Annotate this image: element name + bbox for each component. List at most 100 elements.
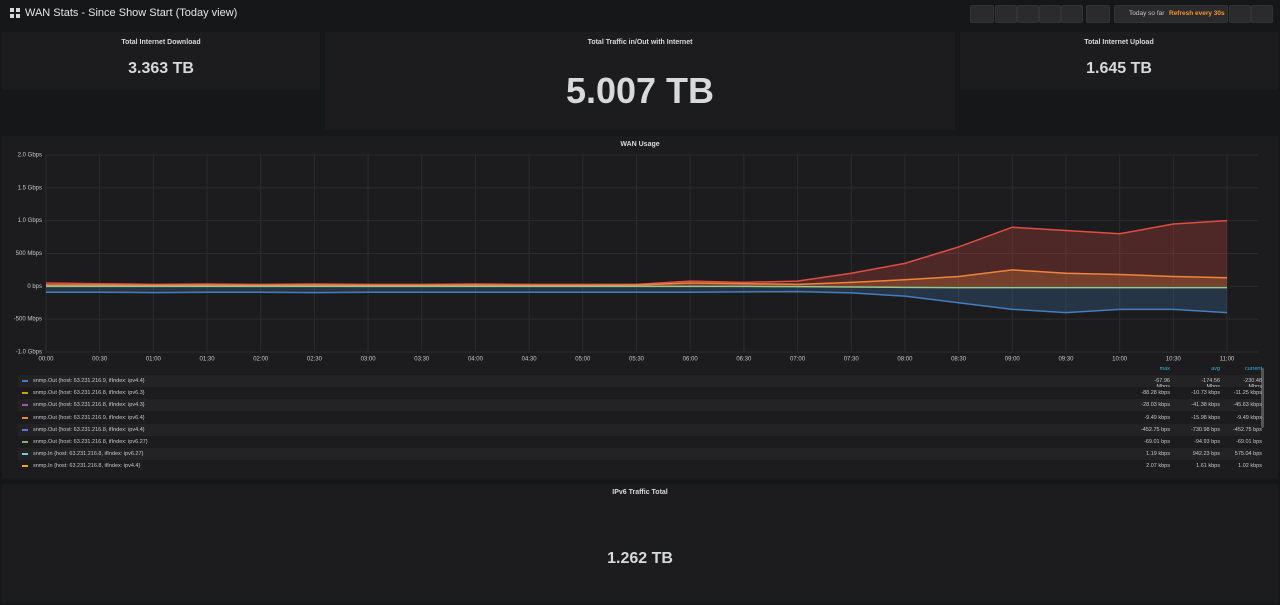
legend-avg: -174.56 Mbps [1201, 378, 1220, 390]
area [46, 220, 1227, 287]
add-panel-button[interactable] [970, 5, 994, 23]
series-name: snmp.Out {host: 63.231.216.9, ifIndex: i… [33, 378, 145, 384]
x-tick-label: 10:30 [1166, 357, 1182, 363]
legend-avg: 942.23 bps [1192, 451, 1220, 458]
legend-swatch [22, 416, 28, 419]
share-button[interactable] [1017, 5, 1039, 23]
legend-max: 1.19 kbps [1146, 451, 1170, 458]
legend-swatch [22, 453, 28, 456]
x-tick-label: 03:30 [414, 357, 430, 363]
scrollbar [1261, 368, 1264, 428]
x-tick-label: 08:00 [897, 357, 913, 363]
legend-swatch [22, 441, 28, 443]
x-tick-label: 01:30 [200, 357, 216, 363]
legend-swatch [22, 380, 28, 382]
legend-swatch [22, 465, 28, 468]
x-tick-label: 06:00 [683, 357, 699, 363]
x-tick-label: 07:00 [790, 357, 806, 363]
legend-swatch [22, 392, 28, 395]
time-picker[interactable]: Today so far Refresh every 30s [1114, 5, 1228, 23]
chart: 2.0 Gbps 1.5 Gbps 1.0 Gbps 500 Mbps 0 bps -50… [14, 153, 1258, 363]
panel-title: Total Internet Upload [1084, 39, 1154, 46]
x-tick-label: 00:00 [38, 357, 54, 363]
legend-current: 1.02 kbps [1238, 463, 1262, 470]
legend-header: avg [1211, 366, 1220, 372]
legend-current: -230.48 Mbps [1243, 378, 1262, 390]
stat-panel: IPv6 Traffic Total 1.262 TB [2, 484, 1278, 603]
legend-row: snmp.In {host: 63.231.216.8, ifIndex: ip… [18, 460, 1262, 473]
x-tick-label: 04:30 [522, 357, 538, 363]
legend-max: -28.03 kbps [1141, 402, 1170, 409]
x-tick-label: 05:30 [629, 357, 645, 363]
stat-panel: Total Traffic in/Out with Internet 5.007… [325, 32, 955, 130]
legend-header: max [1159, 366, 1170, 372]
stat-value: 5.007 TB [565, 70, 715, 111]
legend-avg: -15.98 kbps [1191, 414, 1220, 421]
series-name: snmp.Out {host: 63.231.216.8, ifIndex: i… [33, 439, 148, 445]
legend-max: -88.28 kbps [1141, 390, 1170, 397]
tv-mode-button[interactable] [1086, 5, 1110, 23]
top-bar: WAN Stats - Since Show Start (Today view… [0, 0, 1280, 28]
legend-swatch [22, 404, 28, 407]
grid-icon[interactable] [10, 8, 20, 18]
series-name: snmp.In {host: 63.231.216.8, ifIndex: ip… [33, 451, 144, 458]
x-tick-label: 11:00 [1220, 357, 1235, 363]
stat-value: 3.363 TB [128, 60, 194, 77]
legend-max: -9.49 kbps [1144, 414, 1170, 421]
line-series [46, 285, 1227, 289]
x-tick-label: 01:00 [146, 357, 162, 363]
y-tick-label: -500 Mbps [14, 317, 42, 323]
y-tick-label: -1.0 Gbps [16, 350, 42, 356]
y-tick-label: 0 bps [27, 284, 42, 290]
dashboard-title[interactable]: WAN Stats - Since Show Start (Today view… [25, 7, 238, 19]
panel-title: WAN Usage [620, 141, 660, 148]
x-tick-label: 03:00 [361, 357, 377, 363]
x-tick-label: 07:30 [844, 357, 860, 363]
legend-max: -69.01 bps [1144, 439, 1170, 445]
settings-button[interactable] [1061, 5, 1083, 23]
x-tick-label: 02:30 [307, 357, 323, 363]
legend-avg: -41.38 kbps [1191, 402, 1220, 409]
line-series [46, 290, 1228, 314]
area [46, 269, 1227, 287]
legend-current: -69.01 bps [1236, 439, 1262, 445]
zoom-out-button[interactable] [1229, 5, 1251, 23]
stat-panel: Total Internet Download 3.363 TB [2, 32, 320, 90]
x-tick-label: 08:30 [951, 357, 967, 363]
x-tick-label: 09:30 [1058, 357, 1074, 363]
stat-value: 1.262 TB [607, 550, 673, 567]
refresh-interval: Refresh every 30s [1169, 10, 1225, 17]
stat-panel: Total Internet Upload 1.645 TB [960, 32, 1278, 90]
legend-row: snmp.Out {host: 63.231.216.9, ifIndex: i… [18, 375, 1262, 390]
legend-current: -452.75 bps [1232, 426, 1262, 433]
series-name: snmp.Out {host: 63.231.216.8, ifIndex: i… [33, 402, 145, 409]
legend-current: -45.63 kbps [1233, 402, 1262, 409]
legend-row: snmp.In {host: 63.231.216.8, ifIndex: ip… [18, 448, 1262, 461]
star-button[interactable] [995, 5, 1017, 23]
legend-row: snmp.Out {host: 63.231.216.8, ifIndex: i… [18, 436, 1262, 448]
save-button[interactable] [1039, 5, 1061, 23]
legend-row: snmp.Out {host: 63.231.216.9, ifIndex: i… [18, 411, 1262, 424]
legend-table: max avg current snmp.Out {host: 63.231.216.… [0, 364, 1280, 476]
stat-value: 1.645 TB [1086, 60, 1152, 77]
x-tick-label: 05:00 [575, 357, 591, 363]
legend-max: -67.96 Mbps [1154, 378, 1170, 390]
time-range: Today so far [1129, 10, 1165, 17]
panel-title: Total Internet Download [121, 39, 201, 46]
x-tick-label: 04:00 [468, 357, 484, 363]
legend-avg: -10.73 kbps [1191, 390, 1220, 397]
refresh-button[interactable] [1251, 5, 1273, 23]
x-tick-label: 00:30 [92, 357, 108, 363]
legend-max: 2.07 kbps [1146, 463, 1170, 470]
legend-row: snmp.Out {host: 63.231.216.8, ifIndex: i… [18, 399, 1262, 412]
series-name: snmp.Out {host: 63.231.216.9, ifIndex: i… [33, 414, 145, 421]
legend-row: snmp.Out {host: 63.231.216.8, ifIndex: i… [18, 387, 1262, 400]
x-tick-label: 06:30 [736, 357, 752, 363]
area [46, 286, 1227, 313]
x-tick-label: 10:00 [1112, 357, 1128, 363]
x-tick-label: 02:00 [253, 357, 269, 363]
y-tick-label: 1.0 Gbps [18, 218, 42, 224]
legend-avg: -94.93 bps [1194, 439, 1220, 445]
legend-avg: -730.98 bps [1190, 426, 1220, 433]
